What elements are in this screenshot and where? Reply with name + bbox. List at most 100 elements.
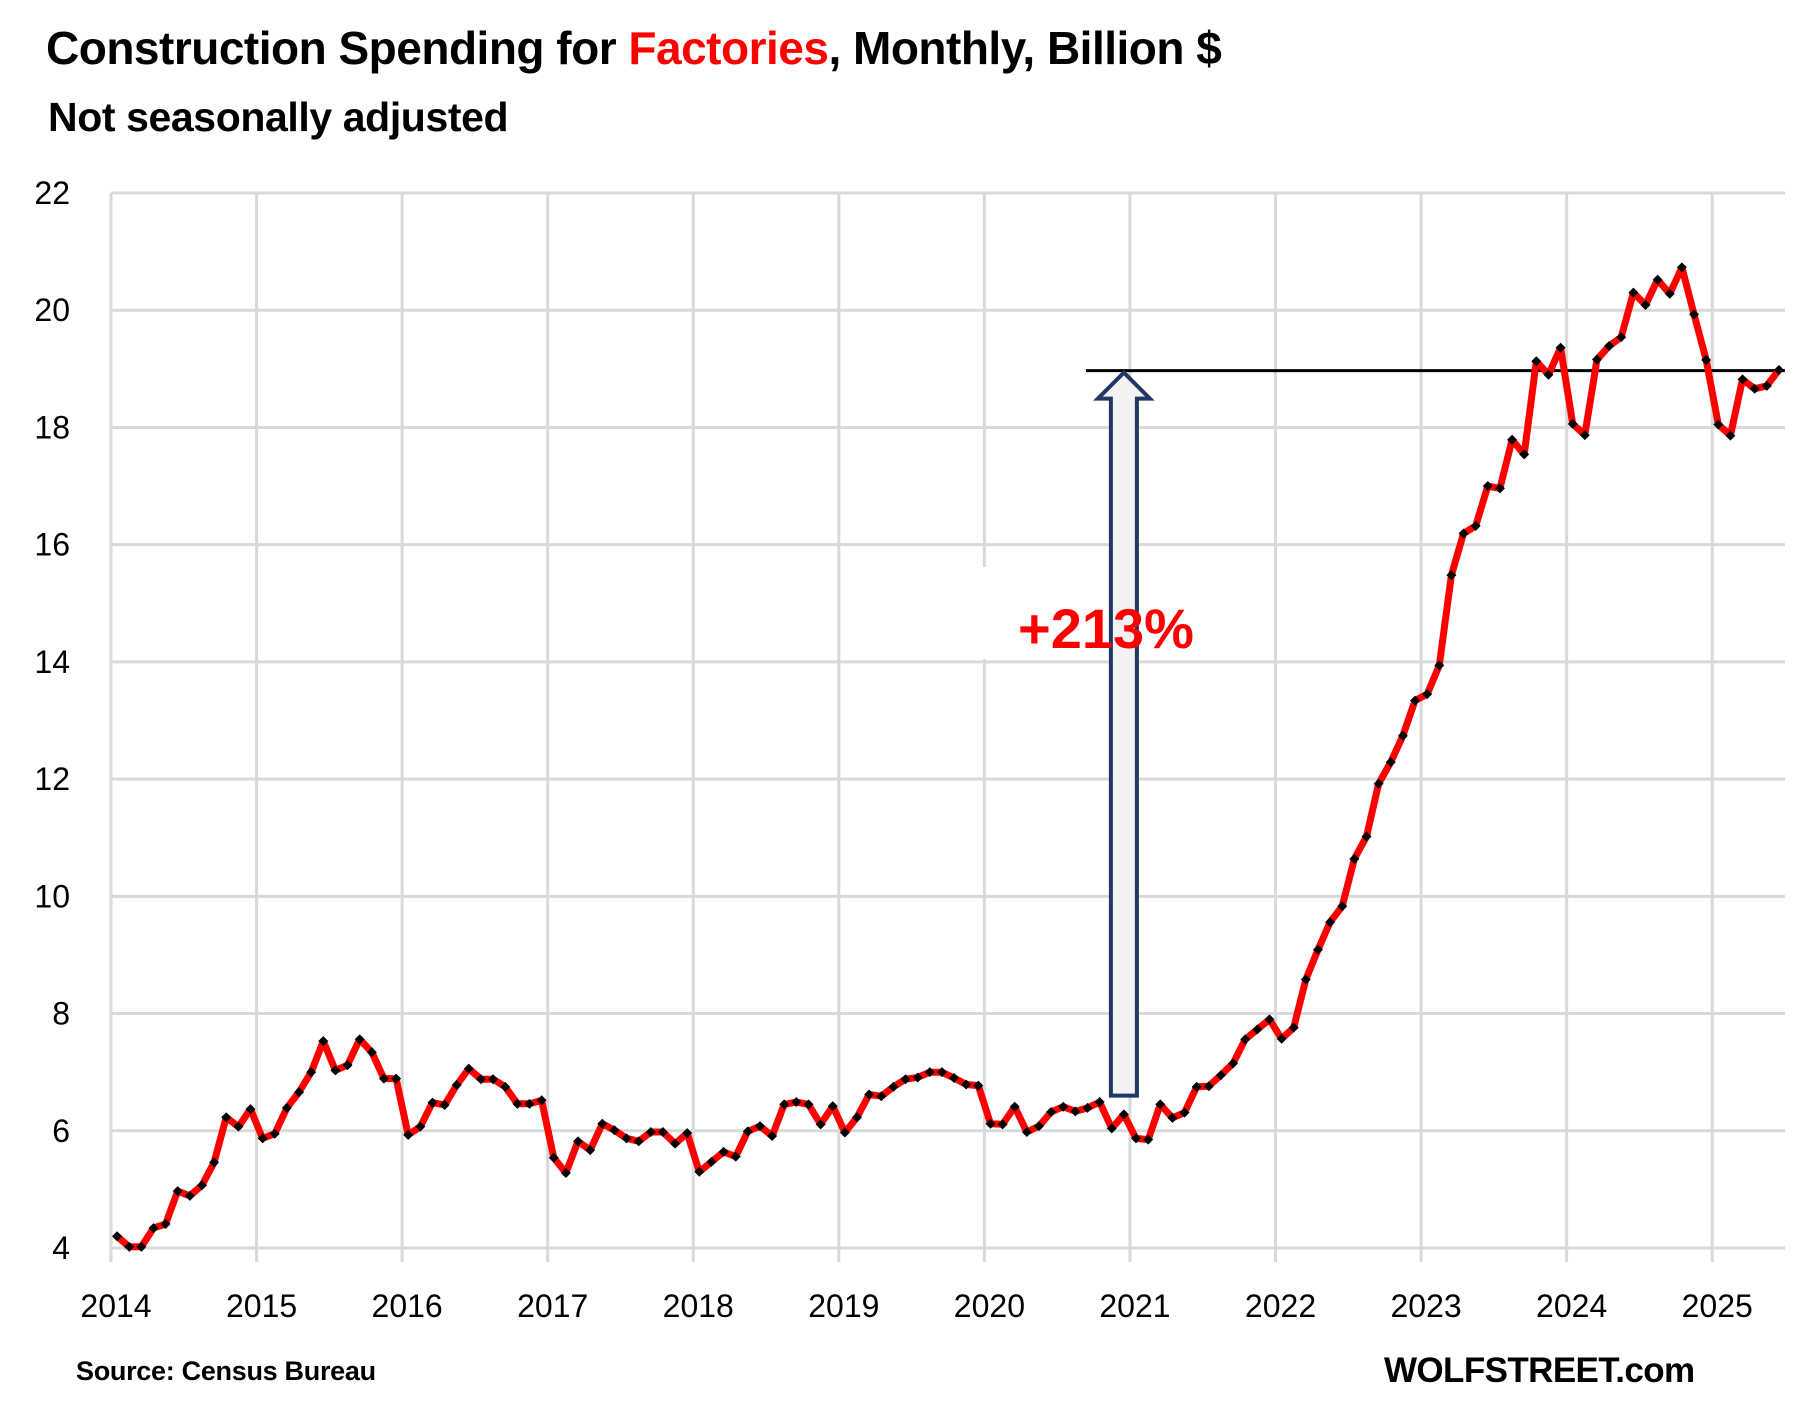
- brand-watermark: WOLFSTREET.com: [1384, 1351, 1695, 1390]
- data-point-marker: [475, 1074, 486, 1085]
- vertical-gridlines: [109, 193, 1714, 1262]
- data-point-marker: [281, 1102, 292, 1113]
- data-point-marker: [621, 1133, 632, 1144]
- data-point-marker: [1579, 430, 1590, 441]
- data-point-marker: [1555, 342, 1566, 353]
- data-point-marker: [294, 1087, 305, 1098]
- y-axis-tick-labels: 4 6 8 10 12 14 16 18 20 22: [34, 175, 70, 1266]
- data-point-marker: [233, 1121, 244, 1132]
- data-point-marker: [706, 1156, 717, 1167]
- data-point-marker: [839, 1127, 850, 1138]
- y-tick-label: 8: [52, 996, 70, 1032]
- y-tick-label: 20: [34, 292, 70, 328]
- data-point-marker: [269, 1128, 280, 1139]
- data-point-marker: [560, 1167, 571, 1178]
- data-point-marker: [403, 1129, 414, 1140]
- annotation-percent-label: +213%: [1018, 597, 1194, 660]
- x-tick-label: 2025: [1682, 1288, 1753, 1324]
- data-point-marker: [1761, 380, 1772, 391]
- data-point-marker: [1604, 340, 1615, 351]
- data-point-marker: [1118, 1109, 1129, 1120]
- data-point-marker: [876, 1091, 887, 1102]
- data-point-marker: [1531, 356, 1542, 367]
- data-point-marker: [306, 1067, 317, 1078]
- data-point-marker: [1082, 1102, 1093, 1113]
- data-point-marker: [415, 1121, 426, 1132]
- data-point-marker: [633, 1136, 644, 1147]
- data-point-marker: [1276, 1033, 1287, 1044]
- data-point-marker: [1410, 695, 1421, 706]
- data-point-marker: [900, 1074, 911, 1085]
- data-point-marker: [1094, 1097, 1105, 1108]
- data-point-marker: [597, 1118, 608, 1129]
- horizontal-gridlines: [111, 191, 1785, 1250]
- data-point-marker: [366, 1047, 377, 1058]
- data-point-marker: [1628, 287, 1639, 298]
- data-point-marker: [609, 1125, 620, 1136]
- data-point-marker: [852, 1112, 863, 1123]
- data-point-marker: [1543, 369, 1554, 380]
- data-point-marker: [1325, 917, 1336, 928]
- data-point-marker: [1179, 1107, 1190, 1118]
- data-point-marker: [912, 1072, 923, 1083]
- data-point-marker: [1713, 419, 1724, 430]
- data-point-marker: [1640, 299, 1651, 310]
- data-point-marker: [318, 1036, 329, 1047]
- data-point-marker: [1567, 418, 1578, 429]
- data-point-marker: [1494, 483, 1505, 494]
- data-point-marker: [1701, 355, 1712, 366]
- chart-title-suffix: , Monthly, Billion $: [828, 22, 1222, 74]
- data-point-marker: [864, 1089, 875, 1100]
- data-point-marker: [754, 1121, 765, 1132]
- data-point-marker: [148, 1223, 159, 1234]
- data-point-marker: [1300, 974, 1311, 985]
- data-point-marker: [1361, 831, 1372, 842]
- data-point-marker: [172, 1186, 183, 1197]
- data-point-marker: [1337, 901, 1348, 912]
- y-tick-label: 6: [52, 1113, 70, 1149]
- data-point-marker: [827, 1101, 838, 1112]
- y-tick-label: 16: [34, 527, 70, 563]
- data-point-marker: [1143, 1134, 1154, 1145]
- data-point-marker: [1616, 332, 1627, 343]
- series-markers: [112, 262, 1784, 1252]
- data-point-marker: [1252, 1024, 1263, 1035]
- y-tick-label: 14: [34, 644, 70, 680]
- data-point-marker: [973, 1080, 984, 1091]
- data-point-marker: [524, 1098, 535, 1109]
- x-tick-label: 2017: [517, 1288, 588, 1324]
- data-point-marker: [463, 1063, 474, 1074]
- y-tick-label: 4: [52, 1230, 70, 1266]
- data-point-marker: [1373, 778, 1384, 789]
- chart-subtitle: Not seasonally adjusted: [48, 94, 509, 140]
- data-point-marker: [245, 1104, 256, 1115]
- data-point-marker: [767, 1131, 778, 1142]
- data-point-marker: [209, 1157, 220, 1168]
- data-point-marker: [257, 1133, 268, 1144]
- data-point-marker: [1349, 853, 1360, 864]
- x-tick-label: 2022: [1245, 1288, 1316, 1324]
- data-point-marker: [427, 1097, 438, 1108]
- data-point-marker: [124, 1241, 135, 1252]
- source-note: Source: Census Bureau: [76, 1356, 376, 1386]
- data-point-marker: [815, 1119, 826, 1130]
- data-point-marker: [573, 1136, 584, 1147]
- data-point-marker: [791, 1097, 802, 1108]
- data-point-marker: [391, 1073, 402, 1084]
- data-point-marker: [330, 1065, 341, 1076]
- x-tick-label: 2015: [226, 1288, 297, 1324]
- x-tick-label: 2023: [1390, 1288, 1461, 1324]
- data-point-marker: [1458, 528, 1469, 539]
- data-point-marker: [439, 1099, 450, 1110]
- data-point-marker: [112, 1231, 123, 1242]
- data-point-marker: [1106, 1123, 1117, 1134]
- data-point-marker: [1652, 274, 1663, 285]
- data-point-marker: [949, 1073, 960, 1084]
- series-factories: [113, 263, 1783, 1251]
- data-point-marker: [936, 1067, 947, 1078]
- chart-title: Construction Spending for Factories, Mon…: [46, 20, 1222, 76]
- data-point-marker: [645, 1126, 656, 1137]
- data-point-marker: [342, 1060, 353, 1071]
- x-tick-label: 2018: [663, 1288, 734, 1324]
